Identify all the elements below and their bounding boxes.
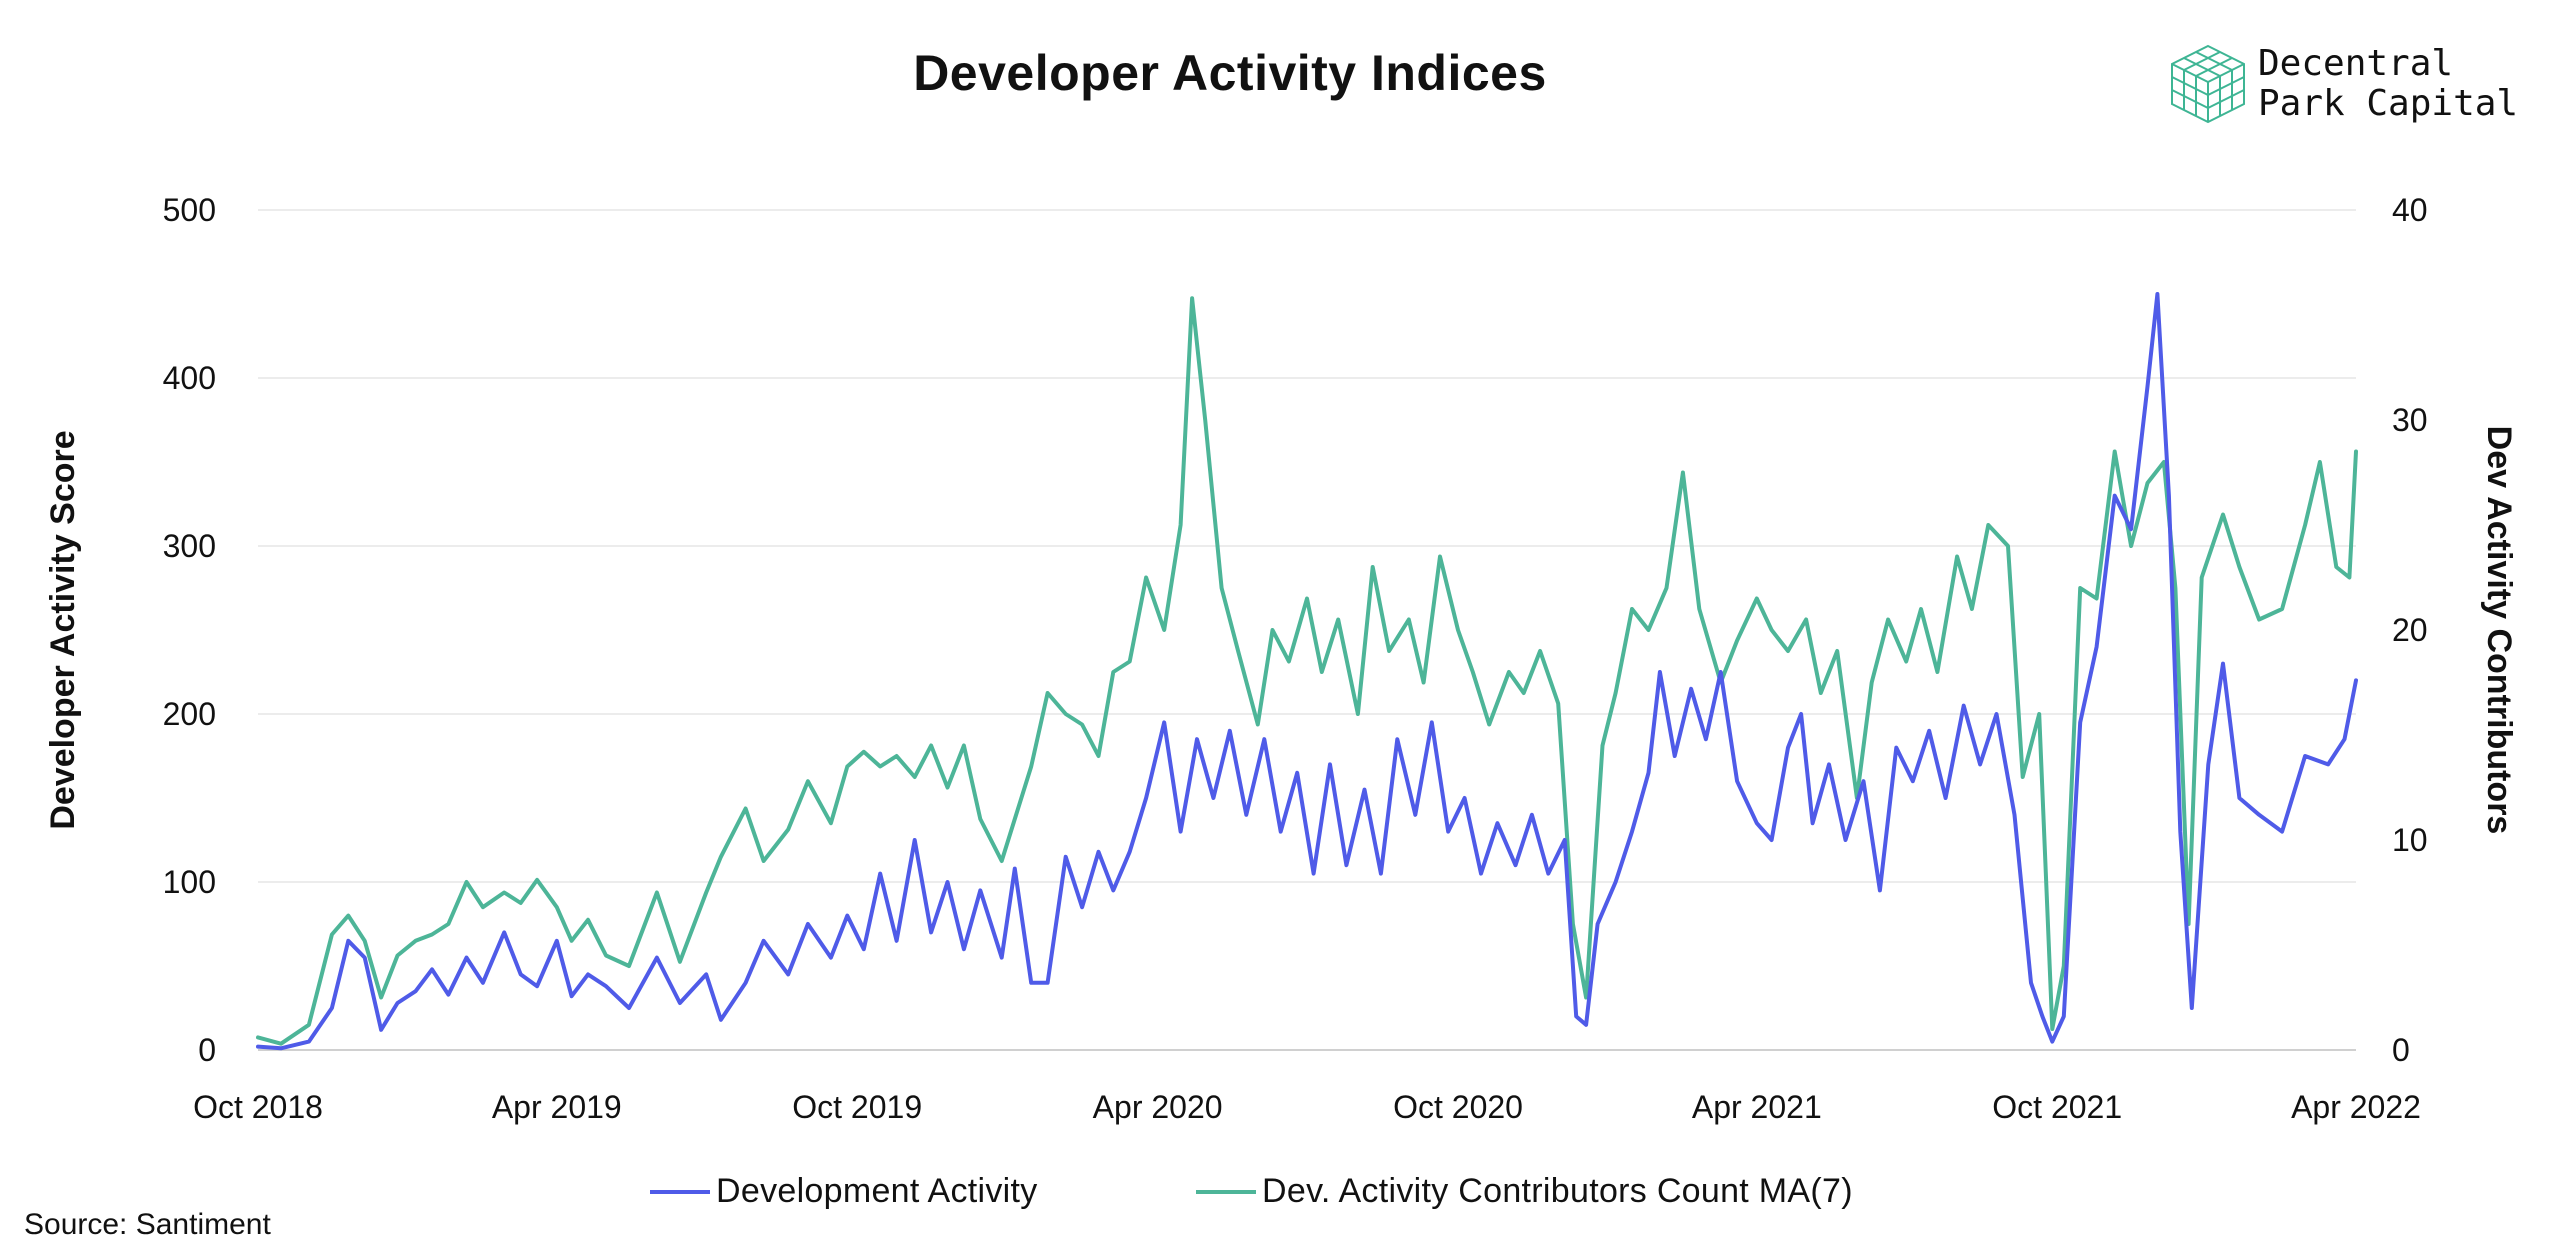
logo-line-1: Decentral [2258,43,2454,84]
x-tick-label: Oct 2019 [792,1089,922,1125]
x-tick-label: Oct 2020 [1393,1089,1523,1125]
logo-wordmark: Decentral Park Capital [2258,44,2518,124]
x-tick-label: Apr 2019 [492,1089,622,1125]
y-left-tick-label: 100 [163,864,216,900]
legend-swatch-development-activity [650,1189,710,1194]
y-left-axis-title: Developer Activity Score [44,430,82,829]
y-left-tick-label: 200 [163,696,216,732]
x-tick-label: Apr 2021 [1692,1089,1822,1125]
x-tick-label: Apr 2022 [2291,1089,2421,1125]
y-right-axis-title: Dev Activity Contributors [2480,426,2518,835]
chart-title: Developer Activity Indices [913,45,1547,101]
line-chart: 0 100 200 300 400 500 0 10 20 30 40 Oct 2018 Apr 201… [44,192,2518,1125]
y-left-tick-label: 0 [198,1032,216,1068]
source-note: Source: Santiment [24,1208,271,1241]
y-right-tick-label: 0 [2392,1032,2410,1068]
series-line-development-activity [256,292,2358,1051]
y-right-tick-label: 30 [2392,402,2428,438]
cube-grid-icon [2171,44,2245,124]
x-tick-label: Apr 2020 [1093,1089,1223,1125]
y-right-tick-label: 10 [2392,822,2428,858]
series-line-contributors [256,296,2358,1046]
chart-legend: Development Activity Dev. Activity Contr… [0,1172,2552,1216]
legend-swatch-contributors [1196,1189,1256,1194]
legend-label-contributors: Dev. Activity Contributors Count MA(7) [1262,1172,1853,1210]
y-left-tick-label: 500 [163,192,216,228]
x-tick-label: Oct 2018 [193,1089,323,1125]
y-left-tick-label: 400 [163,360,216,396]
y-right-tick-label: 20 [2392,612,2428,648]
legend-item-development-activity: Development Activity [650,1172,1038,1211]
logo-line-2: Park Capital [2258,83,2519,124]
x-tick-label: Oct 2021 [1992,1089,2122,1125]
brand-logo: Decentral Park Capital [2168,42,2538,132]
legend-label-development-activity: Development Activity [716,1172,1038,1210]
y-left-tick-label: 300 [163,528,216,564]
y-right-tick-label: 40 [2392,192,2428,228]
legend-item-contributors: Dev. Activity Contributors Count MA(7) [1196,1172,1853,1211]
